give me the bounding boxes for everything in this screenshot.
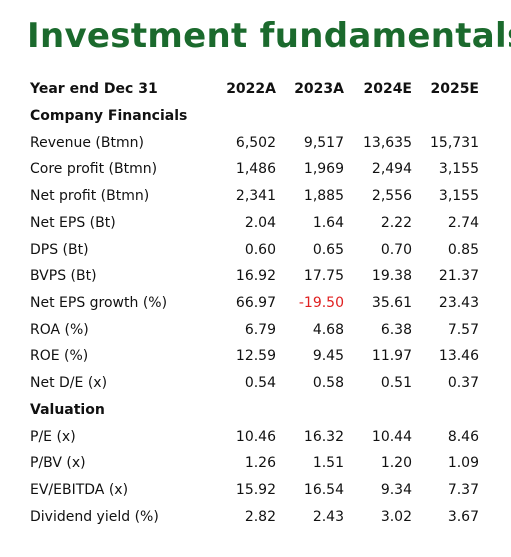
value: 3,155: [438, 188, 479, 205]
value: 19.38: [371, 268, 412, 285]
value: 8.46: [447, 428, 479, 445]
value: 1.26: [244, 455, 276, 472]
value: 0.70: [380, 241, 412, 258]
row-label: Core profit (Btmn): [30, 161, 158, 178]
value: 12.59: [235, 348, 276, 365]
value: 1.64: [312, 214, 344, 231]
value: 0.65: [312, 241, 344, 258]
value: 2.43: [312, 508, 344, 525]
row-label: BVPS (Bt): [30, 268, 97, 285]
row-label: P/BV (x): [30, 455, 86, 472]
value: 3,155: [438, 161, 479, 178]
value: 2.82: [244, 508, 276, 525]
value: 7.37: [447, 482, 479, 499]
value: 13.46: [438, 348, 479, 365]
value: 1.51: [312, 455, 344, 472]
value: 6,502: [235, 134, 276, 151]
value: 66.97: [235, 294, 276, 311]
value: 3.67: [447, 508, 479, 525]
section-title: Valuation: [30, 402, 105, 418]
value: 11.97: [371, 348, 412, 365]
value: 21.37: [438, 268, 479, 285]
row-label: Net profit (Btmn): [30, 188, 150, 205]
value: 16.92: [235, 268, 276, 285]
row-label: P/E (x): [30, 428, 76, 445]
value: 35.61: [371, 294, 412, 311]
value: 9.45: [312, 348, 344, 365]
section-title: Company Financials: [30, 108, 188, 124]
value: 6.38: [380, 321, 412, 338]
value: 0.60: [244, 241, 276, 258]
row-label: ROA (%): [30, 321, 89, 338]
value: 1,969: [303, 161, 344, 178]
row-label: Net D/E (x): [30, 375, 108, 391]
value: 7.57: [447, 321, 479, 338]
value: 2,341: [235, 188, 276, 205]
value: 15.92: [235, 482, 276, 499]
value: 16.32: [303, 428, 344, 445]
value: 0.58: [312, 375, 344, 391]
value: 6.79: [244, 321, 276, 338]
value: 13,635: [363, 134, 412, 151]
header-column: 2023A: [294, 81, 344, 97]
row-label: DPS (Bt): [30, 241, 89, 258]
value: 0.51: [380, 375, 412, 391]
title: Investment fundamentals: [27, 16, 511, 56]
row-label: ROE (%): [30, 348, 89, 365]
row-label: Net EPS growth (%): [30, 294, 168, 311]
value: 3.02: [380, 508, 412, 525]
value: 2.04: [244, 214, 276, 231]
value: 0.37: [447, 375, 479, 391]
value: 10.44: [371, 428, 412, 445]
row-label: Dividend yield (%): [30, 508, 159, 525]
value: 10.46: [235, 428, 276, 445]
value: 15,731: [430, 134, 479, 151]
header-label: Year end Dec 31: [30, 81, 158, 97]
row-label: Revenue (Btmn): [30, 134, 144, 151]
value: 1,885: [303, 188, 344, 205]
value: 9.34: [380, 482, 412, 499]
value: 1.20: [380, 455, 412, 472]
value: 9,517: [303, 134, 344, 151]
value: 0.54: [244, 375, 276, 391]
value: 2,556: [371, 188, 412, 205]
header-column: 2024E: [363, 81, 412, 97]
value: 2.74: [447, 214, 479, 231]
value: 2,494: [371, 161, 412, 178]
header-column: 2022A: [226, 81, 276, 97]
value: 17.75: [303, 268, 344, 285]
header-column: 2025E: [430, 81, 479, 97]
value: 0.85: [447, 241, 479, 258]
value: 4.68: [312, 321, 344, 338]
value: 1,486: [235, 161, 276, 178]
value: 23.43: [438, 294, 479, 311]
value: 1.09: [447, 455, 479, 472]
row-label: EV/EBITDA (x): [30, 482, 129, 499]
value: -19.50: [298, 294, 344, 311]
row-label: Net EPS (Bt): [30, 214, 116, 231]
value: 2.22: [380, 214, 412, 231]
value: 16.54: [303, 482, 344, 499]
